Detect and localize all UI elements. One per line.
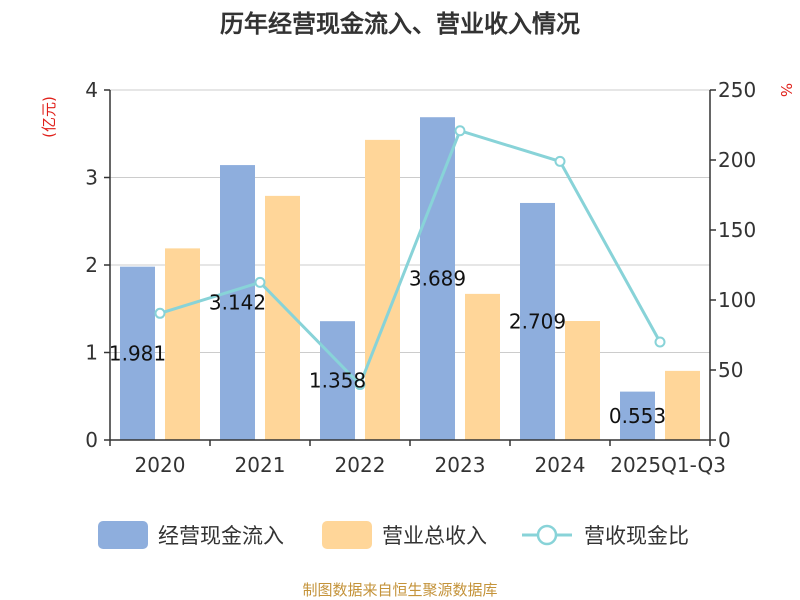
legend-marker [536,524,558,546]
data-label: 0.553 [609,404,666,428]
x-tick-label: 2024 [535,453,586,477]
legend: 经营现金流入 营业总收入 营收现金比 [98,521,689,549]
data-label: 3.142 [209,291,266,315]
legend-label: 营业总收入 [382,524,487,548]
axes: 0 1 2 3 4 0 50 100 150 200 250 2020 2021 2022 2023 2024… [85,78,756,477]
bar-cash-inflow [520,202,555,440]
data-label: 1.358 [309,369,366,393]
x-tick-label: 2023 [435,453,486,477]
x-tick-label: 2020 [135,453,186,477]
data-label: 3.689 [409,267,466,291]
right-axis-unit: % [777,83,795,97]
x-tick-label: 2021 [235,453,286,477]
left-tick-label: 0 [85,428,98,452]
right-tick-label: 250 [718,78,756,102]
right-tick-label: 0 [718,428,731,452]
left-tick-label: 3 [85,166,98,190]
bar-cash-inflow [120,266,155,440]
bar-revenue [365,139,400,440]
left-tick-label: 2 [85,253,98,277]
ratio-point [354,379,366,391]
data-label: 1.981 [109,341,166,365]
x-tick-label: 2025Q1-Q3 [610,453,726,477]
left-tick-label: 1 [85,341,98,365]
data-label: 2.709 [509,309,566,333]
x-tick-label: 2022 [335,453,386,477]
ratio-point [254,276,266,288]
ratio-point [654,336,666,348]
right-tick-label: 50 [718,358,743,382]
bar-cash-inflow [420,117,455,441]
bar-revenue [565,321,600,440]
chart-title: 历年经营现金流入、营业收入情况 [220,10,580,38]
right-tick-label: 200 [718,148,756,172]
source-note: 制图数据来自恒生聚源数据库 [302,581,497,599]
legend-label: 营收现金比 [584,524,689,548]
right-tick-label: 100 [718,288,756,312]
ratio-line-path [159,128,662,388]
left-axis-unit: (亿元) [40,96,58,138]
ratio-point [154,307,166,319]
bar-cash-inflow [320,321,355,440]
bars [120,117,700,441]
bar-cash-inflow [220,165,255,440]
left-tick-label: 4 [85,78,98,102]
legend-label: 经营现金流入 [158,524,284,548]
bar-cash-inflow [620,391,655,440]
ratio-point [454,125,466,137]
gridlines [110,89,710,353]
legend-swatch [322,521,372,549]
bar-revenue [665,370,700,440]
bar-revenue [165,248,200,440]
data-labels: 1.981 3.142 1.358 3.689 2.709 0.553 [109,267,666,428]
legend-swatch [98,521,148,549]
bar-revenue [465,293,500,440]
ratio-point [554,155,566,167]
ratio-line [154,125,666,391]
right-tick-label: 150 [718,218,756,242]
